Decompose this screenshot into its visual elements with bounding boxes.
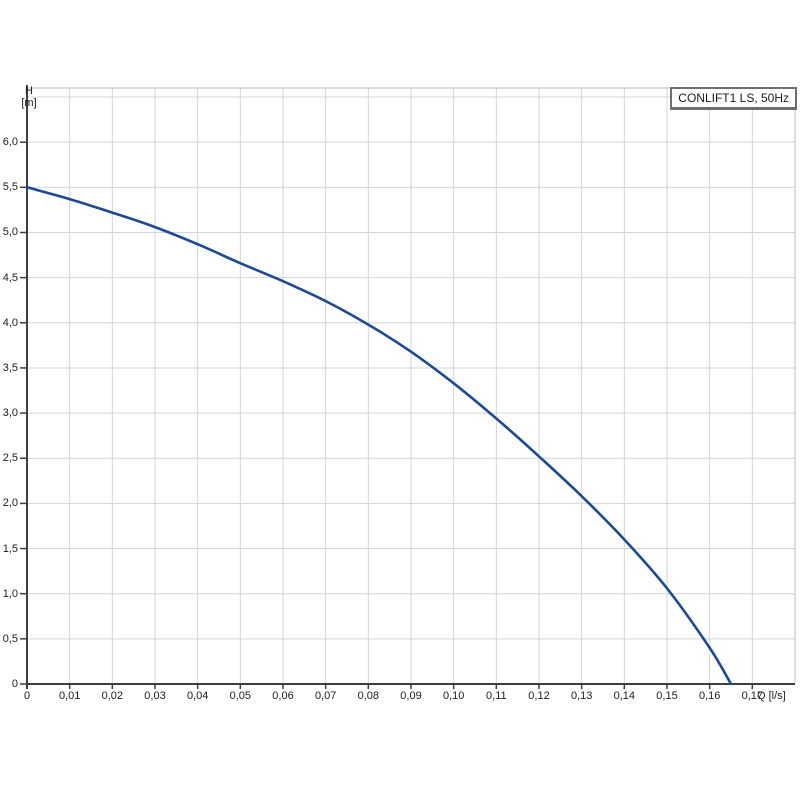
x-tick-label: 0,03 <box>144 690 166 702</box>
x-tick-label: 0,08 <box>357 690 380 702</box>
x-tick-label: 0,05 <box>229 690 252 702</box>
y-axis-title: H [m] <box>16 85 42 109</box>
y-tick-label: 2,0 <box>2 497 18 510</box>
x-tick-label: 0,15 <box>656 690 678 702</box>
x-tick-label: 0,11 <box>486 690 507 702</box>
y-axis-title-unit: [m] <box>21 97 37 109</box>
y-tick-label: 5,5 <box>2 181 18 194</box>
y-tick-label: 0,5 <box>2 632 18 645</box>
x-tick-label: 0,13 <box>570 690 593 702</box>
y-tick-label: 4,5 <box>2 271 18 284</box>
y-tick-label: 1,0 <box>2 587 18 600</box>
x-tick-label: 0,12 <box>528 690 550 702</box>
y-tick-label: 5,0 <box>2 226 18 239</box>
x-tick-label: 0 <box>23 690 31 702</box>
y-tick-label: 4,0 <box>2 316 18 329</box>
y-tick-label: 3,5 <box>2 361 18 374</box>
y-axis-title-symbol: H <box>25 85 33 97</box>
x-tick-label: 0,09 <box>400 690 422 702</box>
x-axis-title: Q [l/s] <box>757 690 786 702</box>
grid-lines <box>27 88 796 684</box>
x-tick-label: 0,10 <box>442 690 465 702</box>
x-tick-label: 0,16 <box>698 690 721 702</box>
x-tick-label: 0,04 <box>186 690 209 702</box>
y-tick-label: 6,0 <box>2 136 18 149</box>
curve-legend-box: CONLIFT1 LS, 50Hz <box>670 87 797 110</box>
y-tick-label: 2,5 <box>2 452 18 465</box>
x-tick-label: 0,14 <box>613 690 636 702</box>
x-tick-label: 0,17 <box>741 690 764 702</box>
y-tick-label: 0 <box>11 678 18 690</box>
y-tick-label: 1,5 <box>2 542 18 555</box>
x-tick-label: 0,06 <box>272 690 294 702</box>
x-tick-label: 0,02 <box>101 690 124 702</box>
x-tick-label: 0,01 <box>58 690 81 702</box>
plot-frame <box>27 87 796 684</box>
x-tick-label: 0,07 <box>314 690 337 702</box>
y-tick-label: 3,0 <box>2 407 18 420</box>
tick-marks <box>20 141 754 689</box>
pump-performance-curve <box>25 186 733 686</box>
